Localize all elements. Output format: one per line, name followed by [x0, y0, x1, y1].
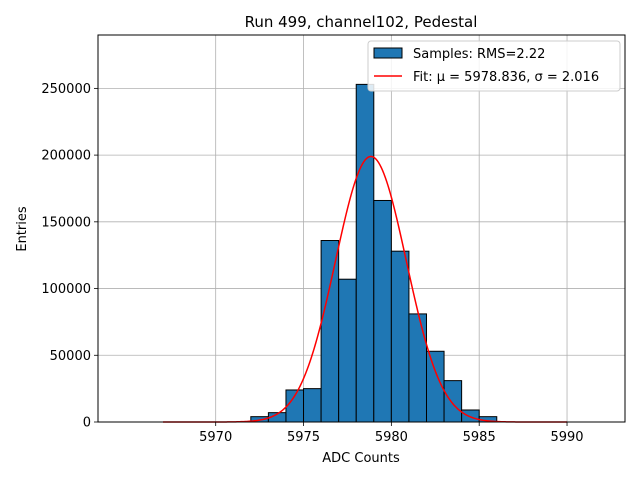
histogram-bar — [320, 240, 340, 423]
y-tick-label: 100000 — [41, 282, 91, 297]
y-tick-label: 0 — [83, 416, 91, 431]
legend-swatch-histogram — [373, 47, 403, 59]
legend-label-histogram: Samples: RMS=2.22 — [413, 47, 545, 62]
x-tick-label: 5980 — [375, 430, 408, 445]
plot-frame — [97, 34, 626, 423]
legend: Samples: RMS=2.22 Fit: μ = 5978.836, σ =… — [367, 40, 621, 92]
histogram-bar — [443, 380, 463, 423]
legend-box — [367, 40, 621, 92]
histogram-bar — [303, 388, 322, 423]
histogram-bar — [355, 83, 375, 423]
histogram-bars — [250, 83, 498, 423]
histogram-bar — [461, 409, 480, 423]
x-tick-label: 5985 — [463, 430, 496, 445]
y-tick-label: 200000 — [41, 149, 91, 164]
histogram-bar — [408, 313, 427, 423]
y-tick-label: 150000 — [41, 215, 91, 230]
x-tick-label: 5975 — [287, 430, 320, 445]
chart-title: Run 499, channel102, Pedestal — [245, 13, 478, 31]
x-axis-label: ADC Counts — [322, 451, 400, 466]
y-tick-label: 250000 — [41, 82, 91, 97]
histogram-bar — [338, 278, 357, 423]
histogram-bar — [373, 199, 392, 423]
y-tick-label: 50000 — [50, 349, 91, 364]
x-tick-label: 5970 — [199, 430, 232, 445]
legend-label-fit: Fit: μ = 5978.836, σ = 2.016 — [413, 70, 599, 85]
histogram-bar — [390, 250, 410, 423]
x-tick-label: 5990 — [550, 430, 583, 445]
axis-ticks: 5970 5975 5980 5985 5990 0 50000 100000 150000 20… — [41, 82, 583, 445]
y-axis-label: Entries — [15, 206, 30, 252]
